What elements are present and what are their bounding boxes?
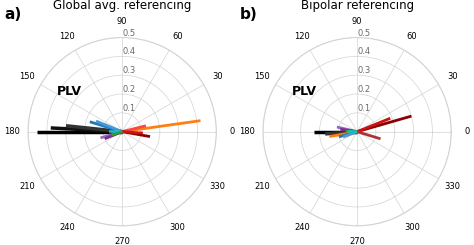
Text: b): b) bbox=[239, 7, 257, 22]
Text: a): a) bbox=[5, 7, 22, 22]
Title: Global avg. referencing: Global avg. referencing bbox=[53, 0, 191, 12]
Text: PLV: PLV bbox=[57, 85, 82, 98]
Text: PLV: PLV bbox=[292, 85, 317, 98]
Title: Bipolar referencing: Bipolar referencing bbox=[301, 0, 414, 12]
